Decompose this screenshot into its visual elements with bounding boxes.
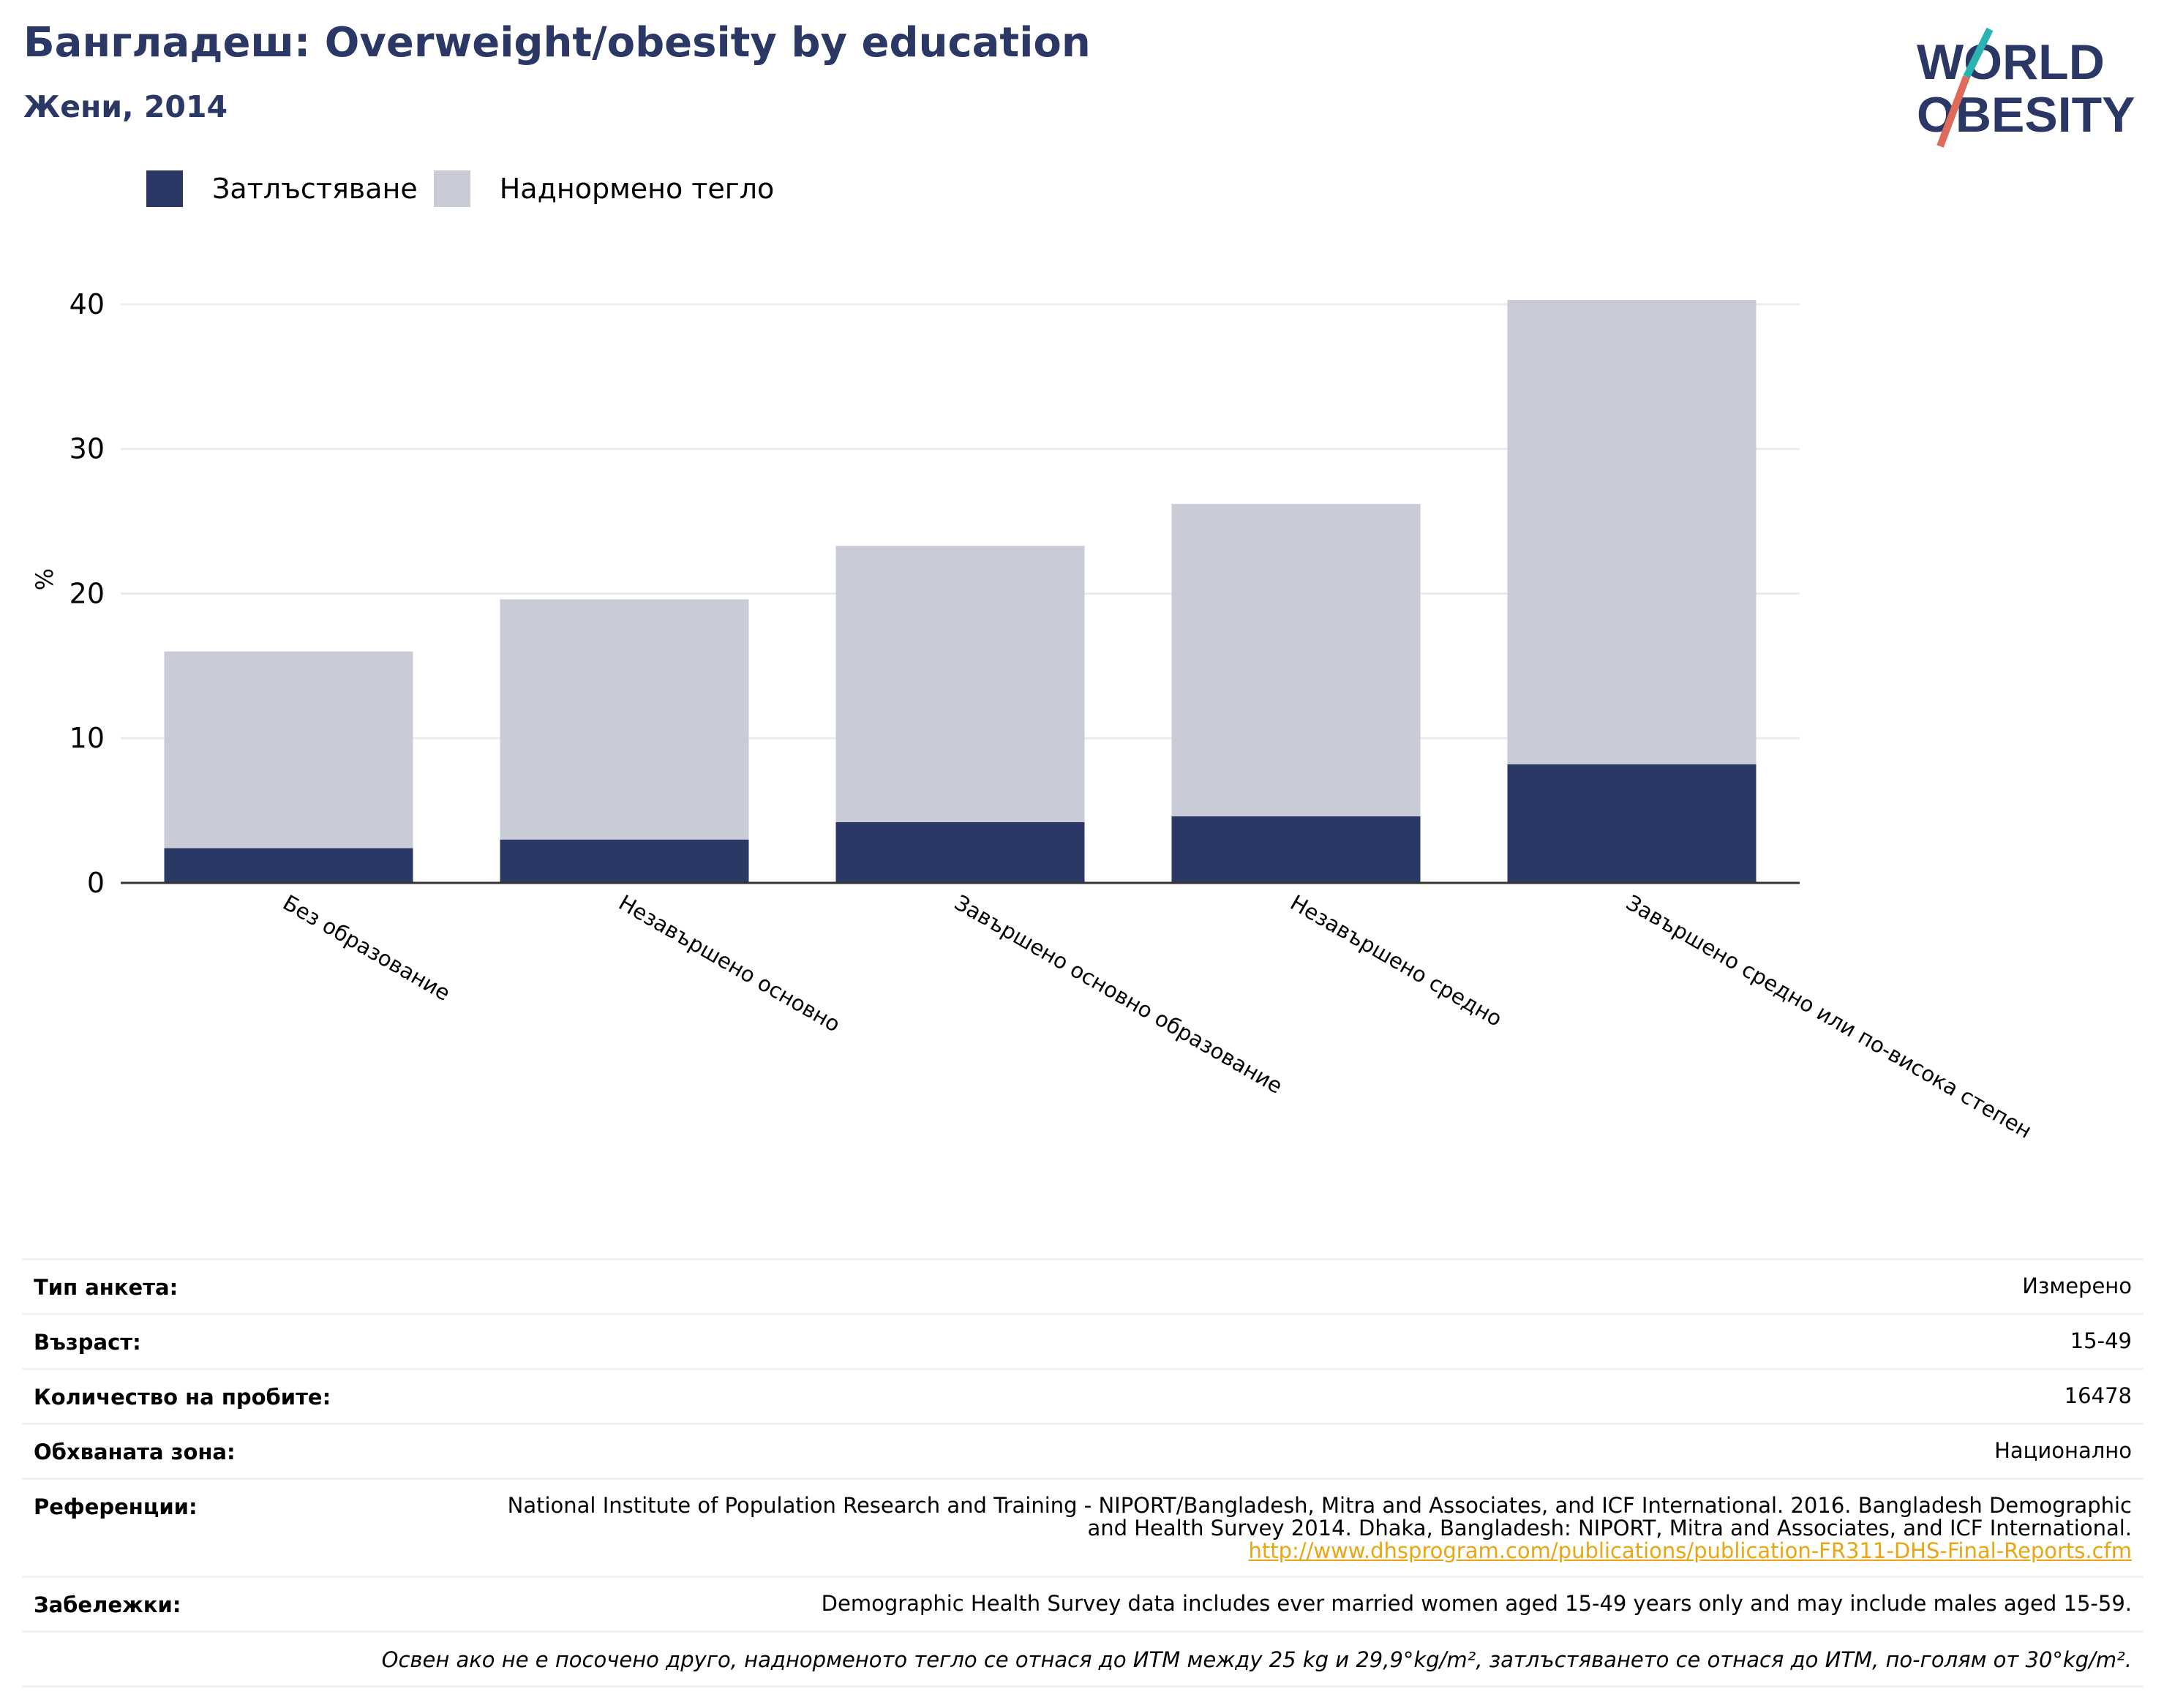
x-tick-label: Завършено средно или по-висока степен: [1622, 890, 2036, 1143]
references-text: National Institute of Population Researc…: [507, 1493, 2132, 1540]
y-tick-label: 40: [69, 288, 105, 320]
info-label: Възраст:: [34, 1330, 141, 1355]
legend-item-obesity[interactable]: Затлъстяване: [146, 170, 418, 207]
bar-obesity: [164, 848, 413, 883]
references-link[interactable]: http://www.dhsprogram.com/publications/p…: [1248, 1538, 2132, 1563]
info-value-references: National Institute of Population Researc…: [486, 1494, 2132, 1562]
bar-obesity: [835, 821, 1085, 883]
chart-subtitle: Жени, 2014: [23, 89, 228, 124]
x-tick-label: Завършено основно образование: [950, 890, 1287, 1099]
bar-obesity: [500, 839, 749, 883]
logo-slash-teal: [1963, 27, 1994, 79]
footnote: Освен ако не е посочено друго, наднормен…: [22, 1630, 2144, 1688]
bar-obesity: [1507, 764, 1757, 883]
info-row-survey-type: Тип анкета: Измерено: [22, 1258, 2144, 1313]
legend-label-overweight: Наднормено тегло: [499, 173, 775, 205]
logo-slash-red: [1936, 75, 1970, 148]
x-tick-label: Незавършено основно: [615, 890, 844, 1037]
chart-title: Бангладеш: Overweight/obesity by educati…: [23, 19, 1091, 67]
legend-item-overweight[interactable]: Наднормено тегло: [433, 170, 775, 207]
info-value: 15-49: [2070, 1328, 2132, 1353]
info-label: Референции:: [34, 1494, 198, 1519]
info-label: Обхваната зона:: [34, 1440, 236, 1464]
legend: Затлъстяване Наднормено тегло: [146, 167, 790, 211]
bar-overweight: [1171, 503, 1421, 817]
info-row-area: Обхваната зона: Национално: [22, 1423, 2144, 1478]
y-tick-label: 0: [87, 867, 105, 899]
bar-obesity: [1171, 816, 1421, 883]
info-value: Demographic Health Survey data includes …: [821, 1591, 2132, 1616]
info-row-age: Възраст: 15-49: [22, 1313, 2144, 1368]
info-table: Тип анкета: Измерено Възраст: 15-49 Коли…: [22, 1258, 2144, 1688]
bar-chart: 0 10 20 30 40% Без образование Незавършено осн…: [31, 288, 2036, 1143]
info-row-references: Референции: National Institute of Popula…: [22, 1478, 2144, 1576]
info-value: Национално: [1994, 1438, 2132, 1463]
bar-overweight: [500, 599, 749, 840]
y-tick-label: 20: [69, 577, 105, 609]
y-tick-label: 10: [69, 722, 105, 754]
info-row-sample-size: Количество на пробите: 16478: [22, 1368, 2144, 1423]
info-label: Забележки:: [34, 1592, 181, 1617]
y-axis-label: %: [31, 568, 59, 590]
bar-overweight: [1507, 300, 1757, 764]
y-tick-label: 30: [69, 433, 105, 465]
info-value: Измерено: [2022, 1274, 2132, 1298]
legend-swatch-obesity: [146, 170, 183, 207]
info-label: Количество на пробите:: [34, 1385, 331, 1410]
logo-line1: WORLD: [1917, 34, 2105, 90]
info-label: Тип анкета:: [34, 1275, 179, 1300]
bar-overweight: [835, 546, 1085, 822]
legend-label-obesity: Затлъстяване: [212, 173, 418, 205]
info-row-notes: Забележки: Demographic Health Survey dat…: [22, 1576, 2144, 1630]
info-value: 16478: [2064, 1383, 2132, 1408]
world-obesity-logo: WORLD OBESITY: [1917, 27, 2135, 148]
x-tick-label: Незавършено средно: [1286, 890, 1506, 1031]
x-tick-label: Без образование: [279, 890, 454, 1006]
legend-swatch-overweight: [433, 170, 470, 207]
bar-overweight: [164, 651, 413, 849]
